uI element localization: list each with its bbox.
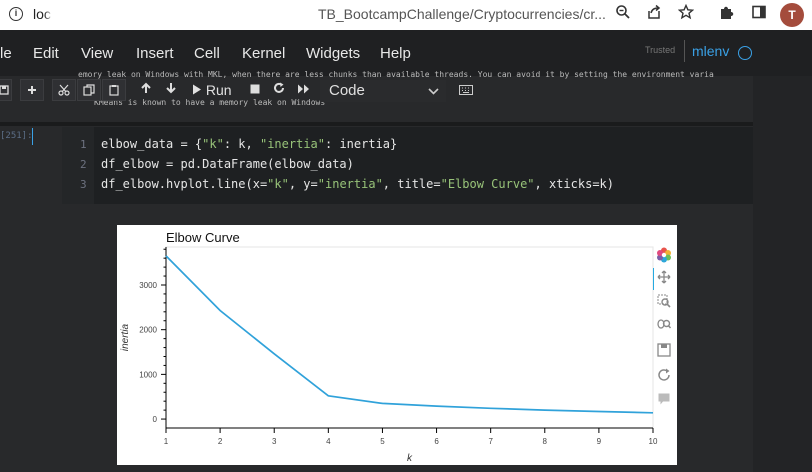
plot-output: 0 1000 2000 3000 1 2 3 4 5 6 7 8 9 10 k inertia Elbo…	[117, 225, 677, 465]
y-tick-label: 2000	[139, 326, 157, 335]
url-redaction	[52, 4, 314, 26]
y-tick-label: 0	[153, 415, 158, 424]
command-palette-icon[interactable]	[454, 79, 478, 101]
cell-separator	[0, 122, 753, 126]
cell-selection-marker	[32, 128, 33, 145]
paste-icon[interactable]	[102, 79, 126, 101]
menu-cell[interactable]: Cell	[194, 45, 220, 62]
menu-widgets[interactable]: Widgets	[306, 45, 361, 62]
site-info-icon[interactable]: i	[9, 7, 23, 21]
save-icon[interactable]	[0, 79, 12, 101]
run-icon	[192, 82, 206, 98]
x-tick-label: 5	[380, 437, 385, 446]
move-down-icon[interactable]	[161, 79, 181, 101]
menu-file[interactable]: le	[0, 45, 12, 62]
y-tick-label: 1000	[139, 370, 157, 379]
bookmark-star-icon[interactable]	[676, 3, 696, 24]
menu-kernel[interactable]: Kernel	[242, 45, 286, 62]
elbow-curve-chart: 0 1000 2000 3000 1 2 3 4 5 6 7 8 9 10 k inertia	[120, 246, 658, 464]
cell-type-value: Code	[329, 82, 365, 99]
line-number: 1	[80, 138, 87, 151]
line-number: 3	[80, 178, 87, 191]
x-tick-label: 9	[597, 437, 602, 446]
jupyter-menubar: le Edit View Insert Cell Kernel Widgets …	[0, 30, 812, 76]
warning-output-line: emory leak on Windows with MKL, when the…	[78, 70, 714, 79]
warning-output-line: KMeans is known to have a memory leak on…	[94, 98, 326, 107]
reset-icon[interactable]	[654, 368, 674, 386]
interrupt-kernel-icon[interactable]	[246, 79, 264, 101]
notebook-right-margin	[753, 76, 812, 472]
restart-run-all-icon[interactable]	[293, 79, 315, 101]
y-axis-label: inertia	[120, 323, 131, 351]
code-line[interactable]: elbow_data = {"k": k, "inertia": inertia…	[101, 137, 398, 151]
menu-view[interactable]: View	[81, 45, 114, 62]
extensions-puzzle-icon[interactable]	[717, 4, 737, 24]
run-label: Run	[205, 82, 232, 98]
url-text-start[interactable]: loc	[33, 6, 51, 22]
cut-icon[interactable]	[52, 79, 76, 101]
menu-edit[interactable]: Edit	[33, 45, 59, 62]
code-line[interactable]: df_elbow.hvplot.line(x="k", y="inertia",…	[101, 177, 614, 191]
x-tick-label: 1	[164, 437, 169, 446]
plot-frame	[165, 246, 654, 429]
insert-cell-icon[interactable]	[20, 79, 44, 101]
hover-icon[interactable]	[654, 392, 674, 410]
chevron-down-icon	[428, 81, 439, 108]
menu-insert[interactable]: Insert	[136, 45, 174, 62]
copy-icon[interactable]	[77, 79, 101, 101]
x-tick-label: 4	[326, 437, 331, 446]
x-tick-label: 2	[218, 437, 223, 446]
x-tick-label: 7	[488, 437, 493, 446]
kernel-name[interactable]: mlenv	[692, 43, 730, 59]
x-tick-label: 6	[434, 437, 439, 446]
url-text-end[interactable]: TB_BootcampChallenge/Cryptocurrencies/cr…	[318, 6, 606, 22]
chart-title: Elbow Curve	[166, 230, 240, 245]
code-line[interactable]: df_elbow = pd.DataFrame(elbow_data)	[101, 157, 354, 171]
line-number-gutter	[62, 127, 94, 204]
save-icon[interactable]	[654, 343, 674, 361]
kernel-divider	[684, 40, 685, 62]
box-zoom-icon[interactable]	[654, 294, 674, 312]
run-button[interactable]: Run	[192, 79, 232, 101]
series-line	[165, 255, 654, 414]
share-icon[interactable]	[644, 4, 664, 24]
active-tool-marker	[653, 268, 654, 290]
y-tick-label: 3000	[139, 281, 157, 290]
line-number: 2	[80, 158, 87, 171]
x-tick-label: 10	[649, 437, 658, 446]
wheel-zoom-icon[interactable]	[654, 318, 674, 336]
cell-type-select[interactable]: Code	[320, 80, 446, 102]
trusted-indicator[interactable]: Trusted	[645, 45, 676, 55]
restart-kernel-icon[interactable]	[270, 79, 288, 101]
side-panel-icon[interactable]	[749, 4, 769, 24]
x-tick-label: 3	[272, 437, 277, 446]
code-cell[interactable]	[62, 127, 753, 204]
notebook-toolbar: Run Code	[0, 76, 753, 104]
cell-prompt: [251]:	[0, 131, 33, 141]
zoom-icon[interactable]	[613, 4, 633, 24]
kernel-status-icon	[738, 46, 752, 60]
browser-address-bar: i loc TB_BootcampChallenge/Cryptocurrenc…	[0, 0, 812, 30]
profile-avatar[interactable]: T	[780, 3, 804, 27]
x-tick-label: 8	[543, 437, 548, 446]
bokeh-logo-icon[interactable]	[654, 247, 674, 265]
menu-help[interactable]: Help	[380, 45, 411, 62]
x-axis-label: k	[407, 453, 413, 464]
pan-icon[interactable]	[654, 270, 674, 288]
move-up-icon[interactable]	[136, 79, 156, 101]
